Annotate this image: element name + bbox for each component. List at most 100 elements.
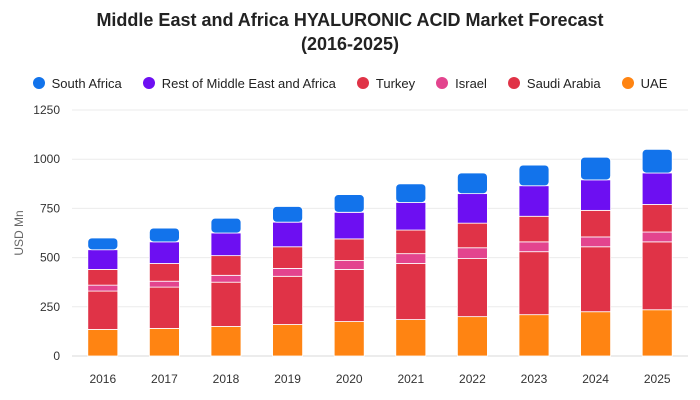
bar-segment-uae-2022: [456, 316, 488, 357]
bar-segment-saudi-arabia-2020: [333, 269, 365, 322]
bar-segment-uae-2023: [518, 314, 550, 357]
bar-segment-south-africa-2025: [641, 148, 673, 174]
x-tick-label: 2017: [151, 372, 178, 386]
bar-segment-uae-2018: [210, 326, 242, 357]
bar-segment-uae-2021: [395, 319, 427, 357]
y-axis-label: USD Mn: [12, 210, 26, 255]
x-tick-label: 2023: [521, 372, 548, 386]
bar-segment-rest-of-middle-east-and-africa-2021: [395, 202, 427, 231]
bar-segment-south-africa-2017: [148, 227, 180, 243]
bar-segment-turkey-2022: [456, 222, 488, 249]
bar-segment-south-africa-2024: [580, 156, 611, 181]
legend: South Africa Rest of Middle East and Afri…: [0, 72, 700, 94]
bar-segment-south-africa-2023: [518, 164, 550, 187]
bar-segment-uae-2024: [580, 311, 611, 357]
legend-label: Israel: [455, 75, 487, 91]
legend-swatch: [142, 77, 155, 89]
bar-segment-rest-of-middle-east-and-africa-2022: [456, 193, 488, 224]
x-tick-label: 2024: [582, 372, 609, 386]
y-tick-label: 1250: [33, 103, 60, 117]
bar-segment-rest-of-middle-east-and-africa-2023: [518, 185, 550, 217]
bar-segment-rest-of-middle-east-and-africa-2018: [210, 232, 242, 257]
bar-segment-saudi-arabia-2016: [87, 290, 119, 330]
legend-swatch: [507, 77, 520, 89]
bar-segment-south-africa-2021: [395, 183, 427, 203]
bar-segment-south-africa-2016: [87, 237, 119, 251]
bar-segment-turkey-2021: [395, 229, 427, 255]
legend-label: UAE: [640, 75, 668, 91]
bar-segment-uae-2017: [148, 328, 180, 357]
bar-segment-turkey-2019: [272, 246, 304, 269]
bar-segment-rest-of-middle-east-and-africa-2020: [333, 211, 365, 240]
bar-segment-south-africa-2018: [210, 217, 242, 234]
legend-swatch: [356, 77, 369, 89]
bar-segment-uae-2016: [87, 329, 119, 357]
y-tick-label: 0: [53, 349, 60, 363]
bar-segment-rest-of-middle-east-and-africa-2017: [148, 241, 180, 264]
bar-segment-saudi-arabia-2018: [210, 281, 242, 327]
bar-segment-south-africa-2022: [456, 172, 488, 195]
bar-segment-saudi-arabia-2021: [395, 263, 427, 320]
bar-segment-turkey-2023: [518, 215, 550, 243]
y-tick-label: 750: [40, 201, 60, 215]
chart-title: Middle East and Africa HYALURONIC ACID M…: [96, 10, 604, 54]
bar-segment-israel-2019: [272, 268, 304, 277]
y-tick-label: 250: [40, 300, 60, 314]
legend-item: Turkey: [356, 75, 416, 91]
bar-segment-israel-2017: [148, 280, 180, 288]
x-tick-label: 2016: [89, 372, 116, 386]
bar-segment-saudi-arabia-2019: [272, 275, 304, 325]
bar-segment-uae-2019: [272, 324, 304, 357]
legend-item: South Africa: [32, 75, 122, 91]
legend-item: Rest of Middle East and Africa: [142, 75, 336, 91]
bar-segment-israel-2022: [456, 247, 488, 259]
x-tick-label: 2021: [397, 372, 424, 386]
legend-swatch: [32, 77, 45, 89]
legend-label: Rest of Middle East and Africa: [161, 75, 336, 91]
bar-segment-israel-2024: [580, 236, 611, 248]
bar-segment-saudi-arabia-2023: [518, 251, 550, 316]
bar-segment-turkey-2025: [641, 204, 673, 233]
legend-swatch: [621, 77, 634, 89]
bar-segment-israel-2018: [210, 274, 242, 283]
bar-segment-saudi-arabia-2024: [580, 246, 611, 313]
x-tick-label: 2022: [459, 372, 486, 386]
bar-segment-saudi-arabia-2025: [641, 241, 673, 311]
bar-segment-turkey-2020: [333, 238, 365, 261]
axis-layer: 0 250 500 750 1000 1250 USD Mn 2016 2017 2018 2019…: [12, 103, 671, 386]
x-tick-label: 2020: [336, 372, 363, 386]
bar-segment-uae-2025: [641, 309, 673, 357]
x-tick-label: 2018: [213, 372, 240, 386]
y-tick-label: 1000: [33, 152, 60, 166]
bar-segment-israel-2025: [641, 231, 673, 243]
bar-layer: [87, 148, 673, 357]
bar-segment-rest-of-middle-east-and-africa-2024: [580, 179, 611, 211]
bar-segment-south-africa-2019: [272, 206, 304, 223]
legend-item: Israel: [436, 76, 487, 91]
bar-segment-israel-2020: [333, 260, 365, 270]
legend-item: UAE: [621, 75, 668, 91]
y-tick-label: 500: [40, 251, 60, 265]
bar-segment-turkey-2016: [87, 269, 119, 286]
bar-segment-rest-of-middle-east-and-africa-2016: [87, 249, 119, 270]
bar-segment-rest-of-middle-east-and-africa-2025: [641, 172, 673, 205]
legend-item: Saudi Arabia: [507, 75, 601, 91]
x-tick-label: 2019: [274, 372, 301, 386]
bar-segment-uae-2020: [333, 321, 365, 357]
bar-segment-turkey-2017: [148, 263, 180, 282]
bar-segment-turkey-2024: [580, 209, 611, 238]
bar-segment-israel-2016: [87, 284, 119, 292]
bar-segment-saudi-arabia-2017: [148, 286, 180, 329]
x-tick-label: 2025: [644, 372, 671, 386]
bar-segment-south-africa-2020: [333, 194, 365, 213]
legend-label: South Africa: [51, 75, 122, 91]
legend-label: Turkey: [375, 75, 416, 91]
bar-segment-israel-2023: [518, 241, 550, 253]
legend-swatch: [436, 77, 449, 89]
legend-label: Saudi Arabia: [526, 75, 601, 91]
bar-segment-israel-2021: [395, 253, 427, 264]
bar-segment-saudi-arabia-2022: [456, 258, 488, 318]
bar-segment-turkey-2018: [210, 255, 242, 276]
